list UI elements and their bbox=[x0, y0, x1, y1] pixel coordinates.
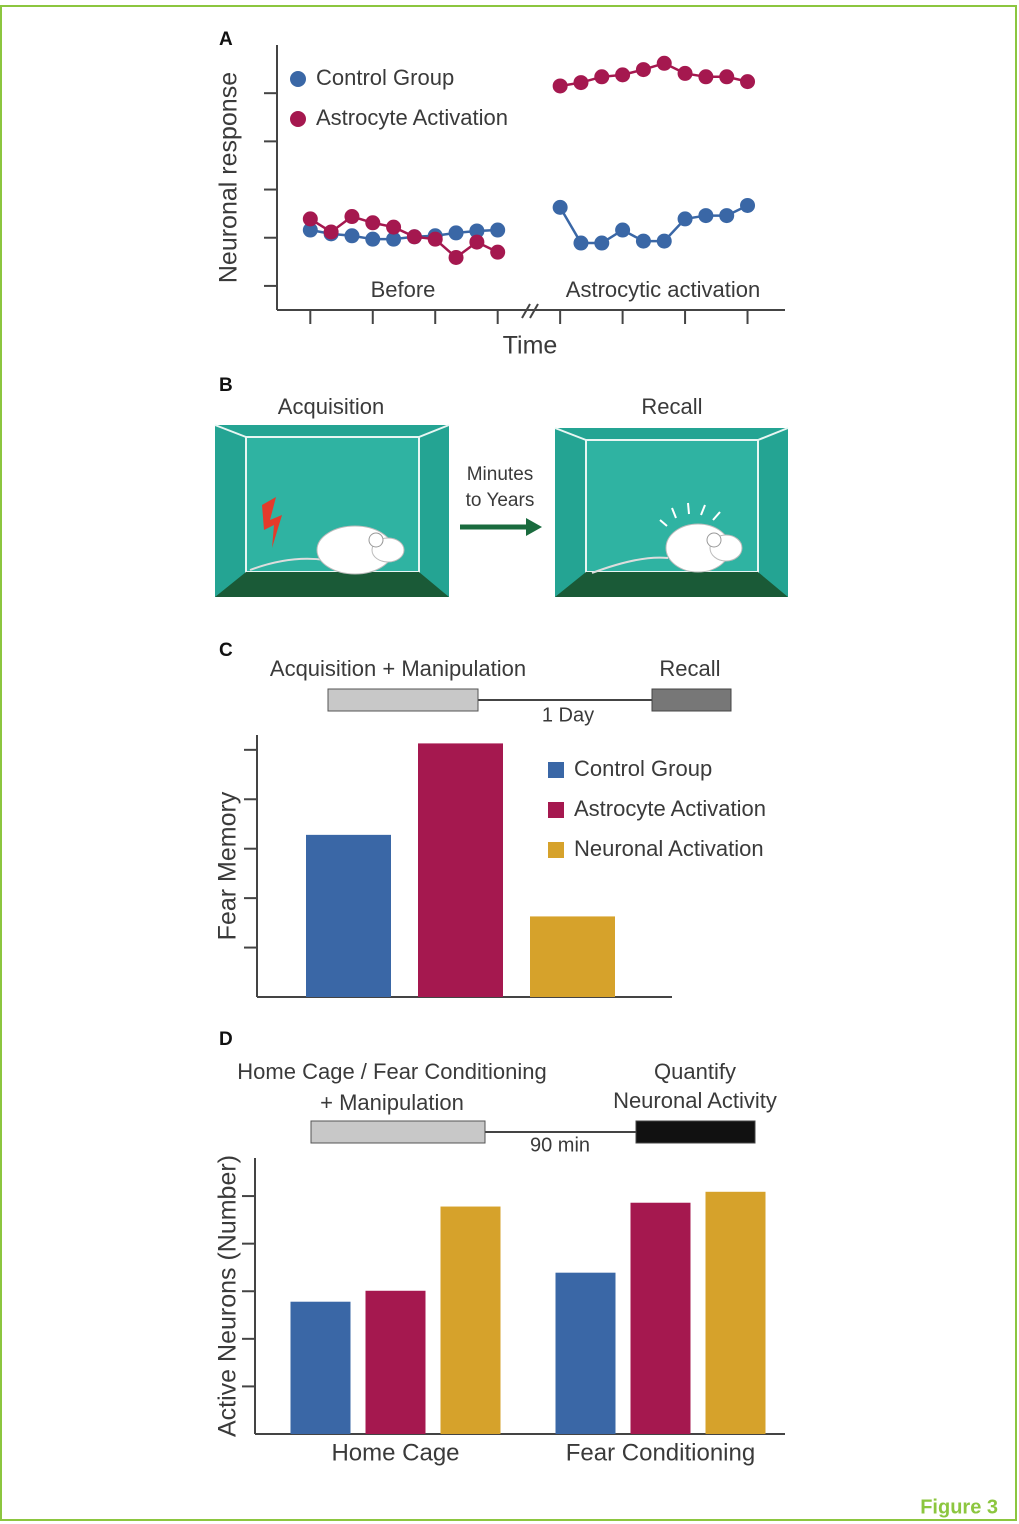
data-point bbox=[594, 235, 610, 251]
data-point bbox=[740, 74, 756, 90]
bar bbox=[365, 1290, 426, 1434]
data-point bbox=[635, 233, 651, 249]
timeline-phase bbox=[310, 1120, 486, 1144]
panel-letter: B bbox=[219, 375, 233, 396]
legend-label: Control Group bbox=[574, 756, 712, 781]
series-line bbox=[310, 228, 498, 241]
data-point bbox=[719, 208, 735, 224]
cage-right bbox=[554, 427, 789, 597]
data-point bbox=[656, 233, 672, 249]
legend-marker bbox=[290, 71, 306, 87]
y-axis-label: Fear Memory bbox=[214, 791, 242, 940]
stage-label: Acquisition bbox=[278, 394, 384, 419]
data-point bbox=[386, 231, 402, 247]
data-point bbox=[365, 231, 381, 247]
x-tick-label: Home Cage bbox=[331, 1439, 459, 1466]
bar bbox=[630, 1202, 691, 1434]
timeline-phase bbox=[651, 688, 732, 712]
data-point bbox=[490, 222, 506, 238]
timeline-label: Acquisition + Manipulation bbox=[270, 656, 526, 681]
timeline-phase bbox=[327, 688, 479, 712]
x-axis-label: Time bbox=[503, 332, 558, 360]
data-point bbox=[573, 75, 589, 91]
data-point bbox=[656, 55, 672, 71]
data-point bbox=[490, 244, 506, 260]
bar bbox=[530, 916, 615, 997]
stage-label: Recall bbox=[641, 394, 702, 419]
data-point bbox=[698, 69, 714, 85]
data-point bbox=[365, 215, 381, 231]
data-point bbox=[302, 211, 318, 227]
data-point bbox=[677, 65, 693, 81]
data-point bbox=[677, 211, 693, 227]
legend-label: Neuronal Activation bbox=[574, 836, 764, 861]
data-point bbox=[469, 234, 485, 250]
data-point bbox=[448, 249, 464, 265]
y-axis-label: Neuronal response bbox=[215, 72, 243, 283]
data-point bbox=[719, 69, 735, 85]
timeline-label: Quantify bbox=[654, 1059, 736, 1084]
series-line bbox=[559, 204, 749, 245]
data-point bbox=[469, 223, 485, 239]
series-line bbox=[559, 61, 748, 88]
annotation: Before bbox=[371, 277, 436, 302]
timeline-interval: 90 min bbox=[530, 1134, 590, 1156]
legend-marker bbox=[548, 842, 564, 858]
timeline-label: + Manipulation bbox=[320, 1090, 464, 1115]
bar bbox=[555, 1272, 616, 1434]
data-point bbox=[552, 199, 568, 215]
data-point bbox=[635, 62, 651, 78]
legend-marker bbox=[290, 111, 306, 127]
bar bbox=[418, 743, 503, 997]
caption: Figure 3 bbox=[920, 1496, 998, 1518]
data-point bbox=[615, 67, 631, 83]
legend-label: Astrocyte Activation bbox=[574, 796, 766, 821]
data-point bbox=[552, 78, 568, 94]
legend-marker bbox=[548, 762, 564, 778]
panel-letter: A bbox=[219, 29, 233, 50]
data-point bbox=[344, 209, 360, 225]
data-point bbox=[698, 208, 714, 224]
data-point bbox=[386, 219, 402, 235]
panel-b: B Acquisition Recall Minutes to Years bbox=[214, 375, 789, 597]
bar bbox=[440, 1206, 501, 1434]
timeline-phase bbox=[635, 1120, 756, 1144]
data-point bbox=[302, 222, 318, 238]
bar bbox=[306, 834, 391, 997]
data-point bbox=[406, 229, 422, 245]
timeline-label: Neuronal Activity bbox=[613, 1088, 777, 1113]
data-point bbox=[323, 224, 339, 240]
series-line bbox=[309, 215, 499, 260]
data-point bbox=[594, 69, 610, 85]
arrow-label: Minutes bbox=[467, 464, 534, 485]
legend-label: Control Group bbox=[316, 65, 454, 90]
data-point bbox=[344, 228, 360, 244]
frame bbox=[0, 5, 1017, 1521]
panel-letter: D bbox=[219, 1029, 233, 1050]
legend-label: Astrocyte Activation bbox=[316, 105, 508, 130]
legend-marker bbox=[548, 802, 564, 818]
timeline-interval: 1 Day bbox=[542, 704, 594, 726]
annotation: Astrocytic activation bbox=[566, 277, 760, 302]
x-tick-label: Fear Conditioning bbox=[566, 1439, 755, 1466]
data-point bbox=[740, 197, 756, 213]
data-point bbox=[427, 231, 443, 247]
bar bbox=[290, 1301, 351, 1434]
data-point bbox=[573, 235, 589, 251]
timeline-label: Home Cage / Fear Conditioning bbox=[237, 1059, 546, 1084]
arrow-label: to Years bbox=[466, 490, 535, 511]
data-point bbox=[448, 225, 464, 241]
timeline-label: Recall bbox=[659, 656, 720, 681]
cage-left bbox=[214, 424, 450, 597]
panel-letter: C bbox=[219, 640, 233, 661]
bar bbox=[705, 1191, 766, 1434]
arrow bbox=[460, 518, 542, 536]
y-axis-label: Active Neurons (Number) bbox=[214, 1155, 242, 1437]
data-point bbox=[615, 222, 631, 238]
